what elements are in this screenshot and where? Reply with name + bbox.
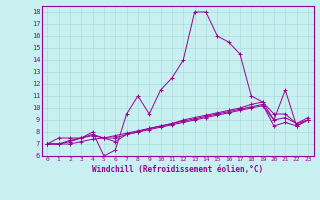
X-axis label: Windchill (Refroidissement éolien,°C): Windchill (Refroidissement éolien,°C) [92,165,263,174]
